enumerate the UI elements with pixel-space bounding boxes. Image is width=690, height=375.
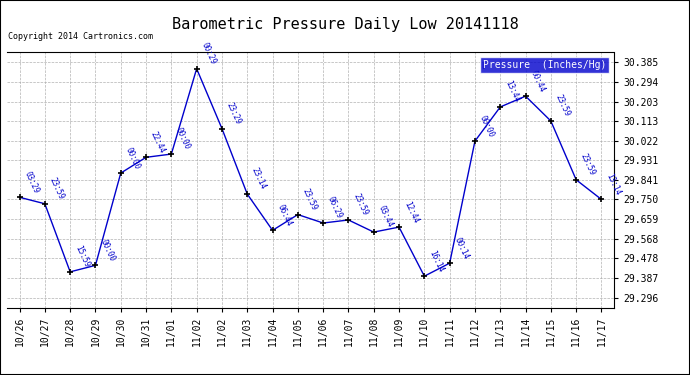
Text: 03:29: 03:29 xyxy=(22,170,40,195)
Text: 00:00: 00:00 xyxy=(124,146,141,170)
Text: 00:29: 00:29 xyxy=(199,41,217,66)
Text: Barometric Pressure Daily Low 20141118: Barometric Pressure Daily Low 20141118 xyxy=(172,17,518,32)
Text: 00:00: 00:00 xyxy=(98,238,116,262)
Text: 12:44: 12:44 xyxy=(402,200,420,224)
Text: 23:59: 23:59 xyxy=(553,93,571,118)
Text: 15:59: 15:59 xyxy=(73,244,91,269)
Text: 00:14: 00:14 xyxy=(453,236,471,260)
Text: 23:14: 23:14 xyxy=(250,166,268,191)
Text: 00:00: 00:00 xyxy=(174,126,192,151)
Text: 23:59: 23:59 xyxy=(48,176,66,201)
Text: 22:44: 22:44 xyxy=(149,130,167,154)
Text: 06:44: 06:44 xyxy=(275,203,293,228)
Text: 00:44: 00:44 xyxy=(529,69,546,93)
Text: 23:59: 23:59 xyxy=(579,152,597,177)
Text: 00:00: 00:00 xyxy=(477,114,495,138)
Text: 23:59: 23:59 xyxy=(351,192,369,217)
Text: 03:44: 03:44 xyxy=(377,204,395,229)
Text: 13:44: 13:44 xyxy=(503,80,521,104)
Text: 23:29: 23:29 xyxy=(225,101,243,126)
Text: 06:29: 06:29 xyxy=(326,195,344,220)
Text: 16:14: 16:14 xyxy=(427,249,445,273)
Text: Copyright 2014 Cartronics.com: Copyright 2014 Cartronics.com xyxy=(8,32,153,41)
Text: 23:59: 23:59 xyxy=(301,187,319,212)
Legend: Pressure  (Inches/Hg): Pressure (Inches/Hg) xyxy=(480,57,609,73)
Text: 13:14: 13:14 xyxy=(604,172,622,196)
